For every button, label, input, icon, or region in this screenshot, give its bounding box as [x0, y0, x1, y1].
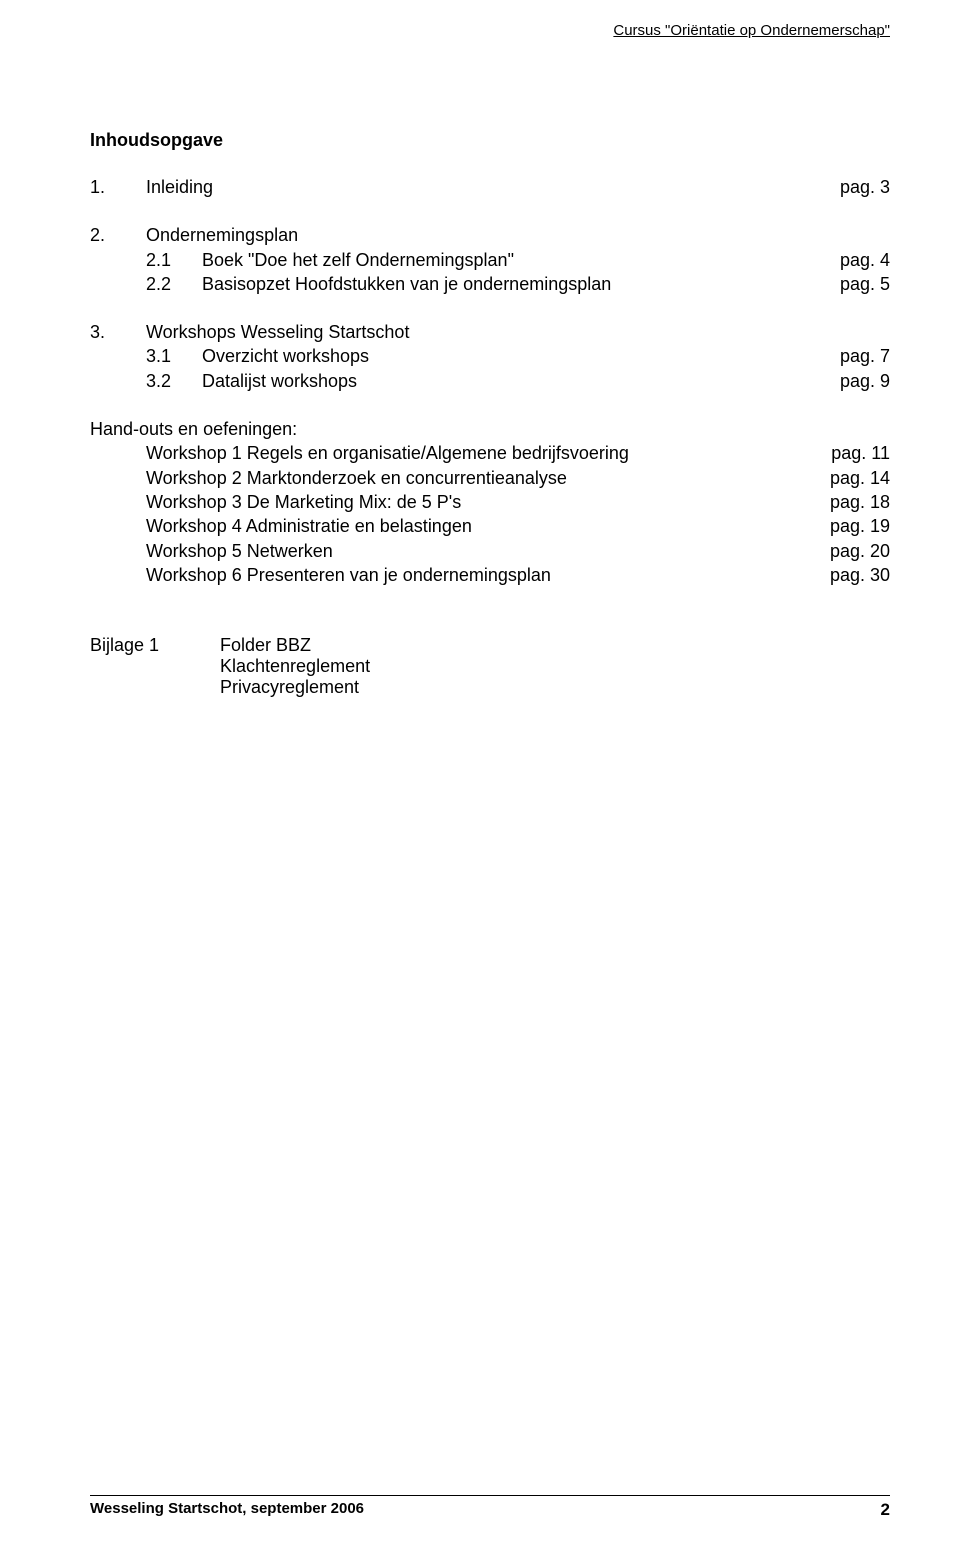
toc-entry-title: Boek "Doe het zelf Ondernemingsplan"	[202, 248, 514, 272]
toc-entry-title: Workshop 4 Administratie en belastingen	[90, 514, 472, 538]
toc-page: pag. 3	[840, 175, 890, 199]
footer: Wesseling Startschot, september 2006 2	[90, 1495, 890, 1520]
toc-row: Workshop 3 De Marketing Mix: de 5 P's pa…	[90, 490, 890, 514]
toc-entry-title: Workshop 3 De Marketing Mix: de 5 P's	[90, 490, 461, 514]
toc-row: Workshop 4 Administratie en belastingen …	[90, 514, 890, 538]
toc-entry-title: Workshop 1 Regels en organisatie/Algemen…	[90, 441, 629, 465]
page-number: 2	[881, 1500, 890, 1520]
toc-subrow: 3.2 Datalijst workshops pag. 9	[90, 369, 890, 393]
toc-row-left: 2.1 Boek "Doe het zelf Ondernemingsplan"	[90, 248, 514, 272]
toc-row: Workshop 5 Netwerken pag. 20	[90, 539, 890, 563]
toc-page: pag. 18	[830, 490, 890, 514]
toc-page: pag. 4	[840, 248, 890, 272]
toc-subnum: 2.1	[90, 248, 202, 272]
toc-entry-title: Workshop 2 Marktonderzoek en concurrenti…	[90, 466, 567, 490]
toc-num: 3.	[90, 320, 146, 344]
spacer	[90, 296, 890, 320]
toc-entry-title: Workshop 6 Presenteren van je ondernemin…	[90, 563, 551, 587]
toc-row: Workshop 1 Regels en organisatie/Algemen…	[90, 441, 890, 465]
spacer	[90, 393, 890, 417]
toc-row-left: 3. Workshops Wesseling Startschot	[90, 320, 409, 344]
toc-row-left: 2. Ondernemingsplan	[90, 223, 298, 247]
toc-subnum: 2.2	[90, 272, 202, 296]
handouts-heading: Hand-outs en oefeningen:	[90, 417, 297, 441]
bijlage-item: Klachtenreglement	[220, 656, 370, 677]
bijlage-label: Bijlage 1	[90, 635, 220, 698]
toc-page: pag. 5	[840, 272, 890, 296]
toc-page: pag. 9	[840, 369, 890, 393]
running-header: Cursus "Oriëntatie op Ondernemerschap"	[613, 22, 890, 39]
toc: Inhoudsopgave 1. Inleiding pag. 3 2. Ond…	[90, 130, 890, 698]
toc-entry-title: Basisopzet Hoofdstukken van je ondernemi…	[202, 272, 611, 296]
toc-page: pag. 20	[830, 539, 890, 563]
spacer	[90, 199, 890, 223]
toc-row: 3. Workshops Wesseling Startschot	[90, 320, 890, 344]
toc-num: 2.	[90, 223, 146, 247]
bijlage-items: Folder BBZ Klachtenreglement Privacyregl…	[220, 635, 370, 698]
toc-row-left: 1. Inleiding	[90, 175, 213, 199]
toc-subrow: 3.1 Overzicht workshops pag. 7	[90, 344, 890, 368]
toc-subnum: 3.2	[90, 369, 202, 393]
toc-row: Workshop 6 Presenteren van je ondernemin…	[90, 563, 890, 587]
spacer	[90, 151, 890, 175]
toc-entry-title: Datalijst workshops	[202, 369, 357, 393]
toc-title: Inhoudsopgave	[90, 130, 890, 151]
toc-row-left: 3.1 Overzicht workshops	[90, 344, 369, 368]
toc-num: 1.	[90, 175, 146, 199]
bijlage-item: Privacyreglement	[220, 677, 370, 698]
toc-entry-title: Workshop 5 Netwerken	[90, 539, 333, 563]
toc-row-left: 2.2 Basisopzet Hoofdstukken van je onder…	[90, 272, 611, 296]
spacer	[90, 587, 890, 611]
handouts-heading-row: Hand-outs en oefeningen:	[90, 417, 890, 441]
footer-left: Wesseling Startschot, september 2006	[90, 1500, 364, 1520]
bijlage-block: Bijlage 1 Folder BBZ Klachtenreglement P…	[90, 635, 890, 698]
toc-page: pag. 7	[840, 344, 890, 368]
toc-subrow: 2.2 Basisopzet Hoofdstukken van je onder…	[90, 272, 890, 296]
toc-subnum: 3.1	[90, 344, 202, 368]
toc-page: pag. 14	[830, 466, 890, 490]
toc-row: 2. Ondernemingsplan	[90, 223, 890, 247]
toc-entry-title: Ondernemingsplan	[146, 223, 298, 247]
bijlage-item: Folder BBZ	[220, 635, 370, 656]
toc-entry-title: Inleiding	[146, 175, 213, 199]
toc-row: 1. Inleiding pag. 3	[90, 175, 890, 199]
toc-page: pag. 30	[830, 563, 890, 587]
running-title: Cursus "Oriëntatie op Ondernemerschap"	[613, 22, 890, 39]
toc-page: pag. 19	[830, 514, 890, 538]
toc-row-left: 3.2 Datalijst workshops	[90, 369, 357, 393]
toc-entry-title: Workshops Wesseling Startschot	[146, 320, 409, 344]
toc-subrow: 2.1 Boek "Doe het zelf Ondernemingsplan"…	[90, 248, 890, 272]
toc-entry-title: Overzicht workshops	[202, 344, 369, 368]
toc-row: Workshop 2 Marktonderzoek en concurrenti…	[90, 466, 890, 490]
page: Cursus "Oriëntatie op Ondernemerschap" I…	[0, 0, 960, 1565]
toc-page: pag. 11	[831, 441, 890, 465]
